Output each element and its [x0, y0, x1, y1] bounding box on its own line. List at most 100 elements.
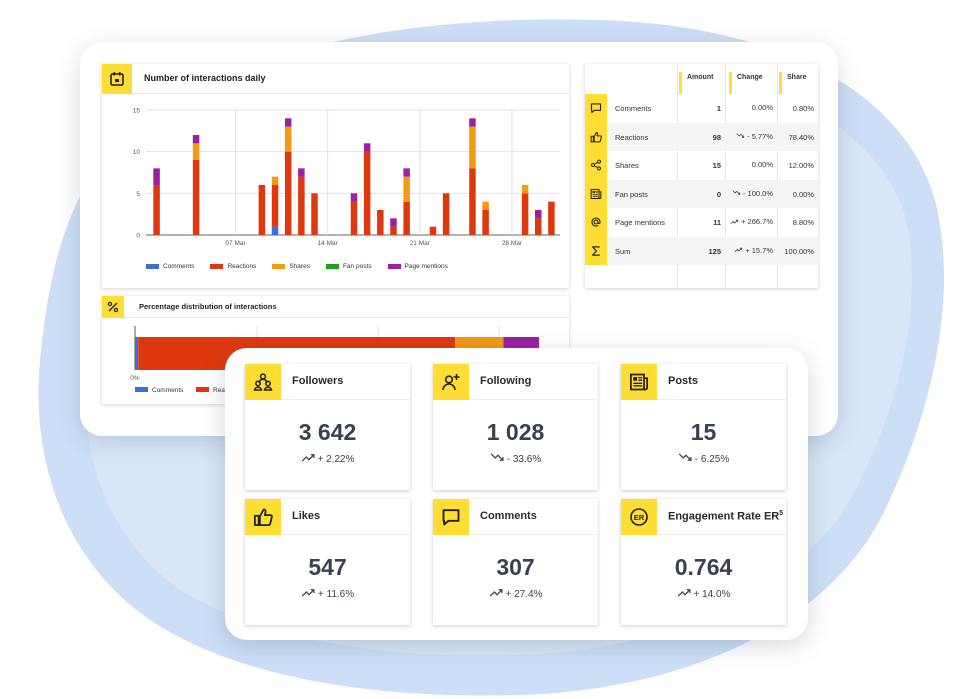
stat-value: 1 028: [486, 419, 545, 445]
stat-card-engagement-rate-er: ER Engagement Rate ER5 0.764 + 14.0%: [621, 499, 786, 625]
stat-label: Comments: [480, 510, 537, 522]
at-icon: [585, 208, 607, 237]
column-divider: [777, 64, 778, 288]
y-tick-label: 5: [136, 191, 140, 198]
bar-segment-shares: [469, 126, 476, 169]
add-user-icon: [433, 364, 469, 400]
stat-value: 15: [690, 419, 717, 445]
x-tick-label: 14 Mar: [318, 240, 339, 247]
axis-tick-label: 0%: [130, 375, 140, 382]
bar-segment-reactions: [271, 185, 279, 227]
bar-segment-reactions: [258, 185, 266, 235]
bar-segment-page-mentions: [350, 193, 358, 202]
header-change: Change: [729, 64, 777, 94]
stat-label: Likes: [292, 510, 321, 522]
legend-swatch: [135, 387, 148, 392]
row-amount: 0: [716, 189, 721, 199]
bar-segment-reactions: [442, 193, 450, 235]
stat-change: + 14.0%: [621, 588, 786, 600]
bar-segment-reactions: [521, 193, 529, 235]
x-tick-label: 07 Mar: [225, 240, 246, 247]
legend-label: Reactions: [227, 263, 257, 270]
front-stats-card: Followers 3 642 + 2.22% Following 1 028 - 33.…: [225, 348, 808, 640]
bar-segment-page-mentions: [390, 218, 397, 227]
stat-label: Posts: [668, 375, 698, 387]
trend-down-icon: [732, 189, 741, 198]
bar-segment-reactions: [311, 193, 318, 235]
newspaper-icon: [585, 179, 607, 208]
y-tick-label: 15: [133, 108, 141, 115]
svg-text:ER: ER: [634, 513, 645, 522]
bar-segment-reactions: [548, 201, 555, 235]
thumbs-up-icon: [585, 122, 607, 151]
legend-swatch: [210, 264, 224, 269]
daily-chart-legend: Comments Reactions Shares Fan posts Page men…: [146, 263, 448, 270]
row-share: 0.80%: [792, 104, 814, 113]
bar-segment-reactions: [469, 168, 476, 235]
y-tick-label: 0: [136, 233, 140, 240]
stat-card-header: Comments: [433, 499, 598, 535]
er-icon: ER: [621, 499, 657, 535]
stat-card-likes: Likes 547 + 11.6%: [245, 499, 410, 625]
stat-change: + 2.22%: [245, 453, 410, 465]
bar-segment-shares: [271, 176, 279, 185]
bar-segment-page-mentions: [153, 168, 160, 185]
bar-segment-comments: [271, 226, 279, 235]
row-change: - 5.77%: [727, 132, 773, 141]
trend-down-icon: [736, 132, 745, 141]
trend-down-icon: [490, 453, 505, 465]
stat-card-header: Likes: [245, 499, 410, 535]
stat-value: 547: [308, 554, 347, 580]
row-change: + 15.7%: [727, 246, 773, 255]
x-tick-label: 28 Mar: [502, 240, 523, 247]
legend-label: Page mentions: [404, 263, 448, 270]
row-share: 8.80%: [792, 218, 814, 227]
trend-down-icon: [678, 453, 693, 465]
comment-icon: [433, 499, 469, 535]
legend-item: Reactions: [210, 263, 256, 270]
bar-segment-reactions: [403, 201, 410, 235]
bar-segment-shares: [192, 143, 200, 160]
bar-segment-reactions: [284, 151, 292, 235]
bar-segment-page-mentions: [284, 118, 292, 127]
share-icon: [585, 151, 607, 180]
bar-segment-shares: [521, 185, 529, 194]
stat-card-followers: Followers 3 642 + 2.22%: [245, 364, 410, 490]
row-amount: 11: [713, 218, 721, 227]
bar-segment-reactions: [350, 201, 358, 235]
legend-item: Page mentions: [387, 263, 448, 270]
interactions-table: Amount Change Share Comments 1 0.00% 0.80% R…: [585, 64, 818, 288]
table-row: Fan posts 0 - 100.0% 0.00%: [585, 179, 818, 208]
header-amount: Amount: [679, 64, 725, 94]
table-row: Comments 1 0.00% 0.80%: [585, 94, 818, 123]
stat-change: + 27.4%: [433, 588, 598, 600]
daily-chart-title: Number of interactions daily: [144, 73, 266, 83]
bar-segment-shares: [482, 201, 489, 210]
row-label: Page mentions: [615, 218, 666, 227]
header-share: Share: [779, 64, 818, 94]
table-row: Sum 125 + 15.7% 100.00%: [585, 236, 818, 265]
row-change: - 100.0%: [727, 189, 773, 198]
bar-segment-page-mentions: [298, 168, 305, 177]
legend-item: Comments: [146, 263, 194, 270]
stat-value: 0.764: [674, 554, 733, 580]
row-label: Reactions: [615, 132, 649, 142]
row-share: 0.00%: [792, 189, 814, 199]
bar-segment-reactions: [390, 226, 397, 235]
stat-card-comments: Comments 307 + 27.4%: [433, 499, 598, 625]
x-tick-label: 21 Mar: [410, 240, 431, 247]
legend-item: Shares: [272, 263, 310, 270]
table-row: Reactions 98 - 5.77% 78.40%: [585, 122, 818, 151]
bar-segment-page-mentions: [363, 143, 371, 152]
trend-up-icon: [301, 453, 316, 465]
row-change: + 266.7%: [727, 217, 773, 226]
bar-segment-page-mentions: [469, 118, 476, 127]
column-divider: [725, 64, 726, 288]
row-amount: 15: [712, 161, 721, 170]
stat-card-header: ER Engagement Rate ER5: [621, 499, 786, 535]
stat-label: Engagement Rate ER5: [668, 510, 784, 523]
newspaper-icon: [621, 364, 657, 400]
daily-interactions-panel: Number of interactions daily 15 10 5 0 07 Ma…: [102, 64, 569, 288]
stat-label: Following: [480, 375, 532, 387]
legend-swatch: [387, 264, 401, 269]
